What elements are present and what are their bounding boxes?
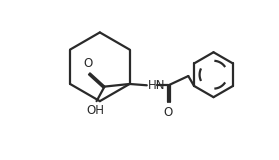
Text: HN: HN [148, 79, 166, 92]
Text: O: O [164, 106, 173, 119]
Text: O: O [83, 57, 93, 70]
Text: OH: OH [86, 104, 104, 117]
